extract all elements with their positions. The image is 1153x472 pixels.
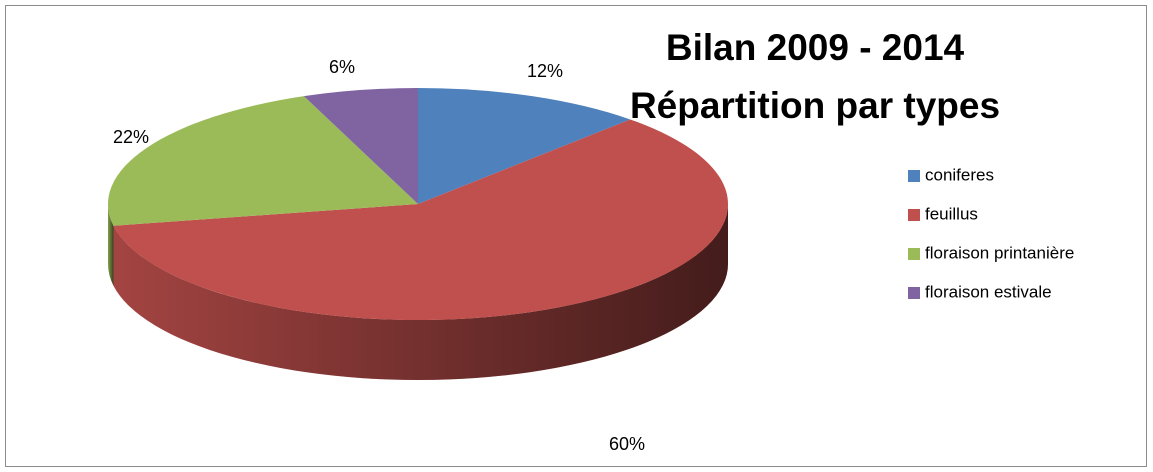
pie xyxy=(107,88,728,380)
slice xyxy=(107,96,418,226)
legend-label: floraison estivale xyxy=(925,282,1052,301)
legend-swatch xyxy=(908,170,920,182)
slice xyxy=(303,88,418,204)
slice xyxy=(113,119,728,320)
data-label: 12% xyxy=(527,61,563,81)
legend-label: coniferes xyxy=(925,165,994,184)
chart-title: Bilan 2009 - 2014 xyxy=(666,27,965,68)
legend-swatch xyxy=(908,209,920,221)
side-shade xyxy=(108,204,114,286)
slice xyxy=(418,88,631,204)
legend-swatch xyxy=(908,287,920,299)
chart-subtitle: Répartition par types xyxy=(630,85,1000,126)
legend-swatch xyxy=(908,248,920,260)
data-label: 60% xyxy=(609,434,645,454)
legend-label: floraison printanière xyxy=(925,243,1074,262)
data-label: 22% xyxy=(113,127,149,147)
legend-label: feuillus xyxy=(925,204,978,223)
data-label: 6% xyxy=(329,57,355,77)
side-shade xyxy=(113,204,728,380)
